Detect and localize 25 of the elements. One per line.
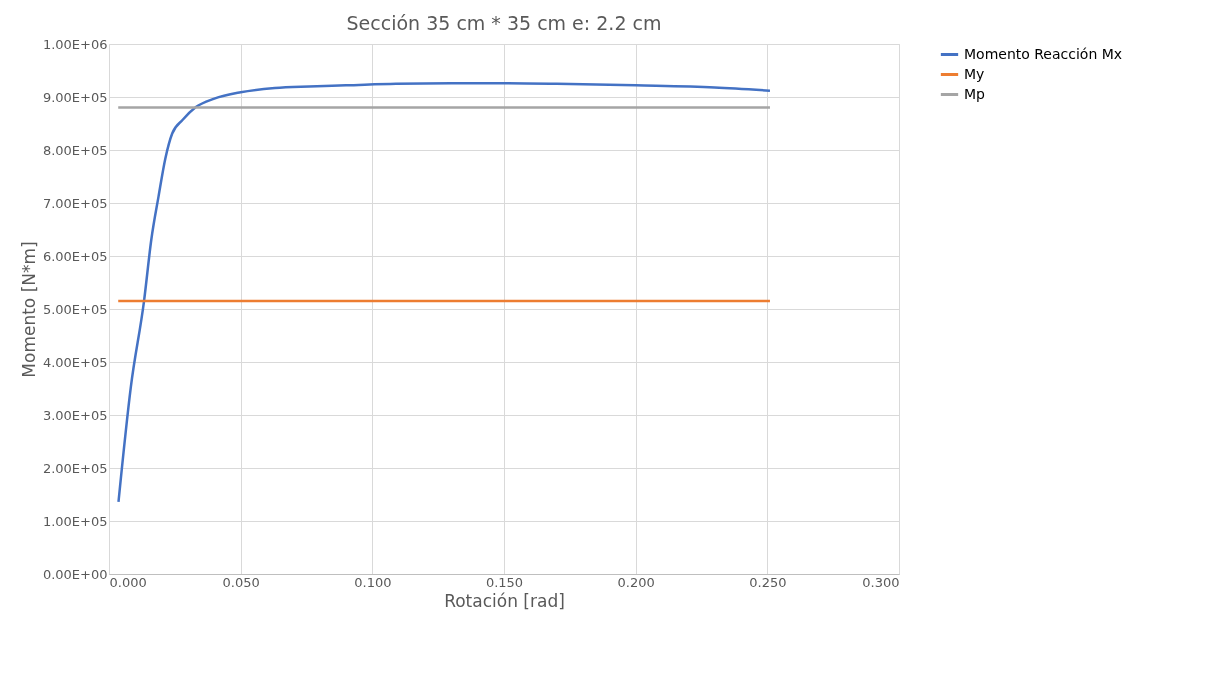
x-axis-title: Rotación [rad] xyxy=(444,590,565,611)
chart-title: Sección 35 cm * 35 cm e: 2.2 cm xyxy=(346,12,662,34)
x-tick-label: 0.050 xyxy=(222,574,260,590)
x-tick-label: 0.200 xyxy=(617,574,655,590)
line-series xyxy=(117,81,772,504)
y-tick-label: 7.00E+05 xyxy=(42,195,108,211)
y-tick-label: 9.00E+05 xyxy=(42,89,108,105)
x-tick-label: 0.300 xyxy=(862,574,900,590)
y-tick-label: 0.00E+00 xyxy=(42,566,108,582)
x-tick-label: 0.000 xyxy=(109,574,147,590)
y-tick-label: 1.00E+05 xyxy=(42,513,108,529)
y-tick-label: 2.00E+05 xyxy=(42,460,108,476)
y-tick-label: 3.00E+05 xyxy=(42,407,108,423)
y-tick-label: 4.00E+05 xyxy=(42,354,108,370)
y-axis-title: Momento [N*m] xyxy=(18,241,39,378)
x-tick-label: 0.250 xyxy=(749,574,787,590)
legend-label: Mp xyxy=(964,85,986,102)
y-tick-label: 8.00E+05 xyxy=(42,142,108,158)
x-tick-label: 0.150 xyxy=(485,574,524,590)
legend-label: My xyxy=(964,65,985,82)
y-tick-label: 6.00E+05 xyxy=(42,248,108,264)
legend-label: Momento Reacción Mx xyxy=(964,45,1123,62)
x-tick-label: 0.100 xyxy=(354,574,392,590)
y-tick-label: 1.00E+06 xyxy=(42,36,108,52)
y-tick-label: 5.00E+05 xyxy=(42,301,108,317)
